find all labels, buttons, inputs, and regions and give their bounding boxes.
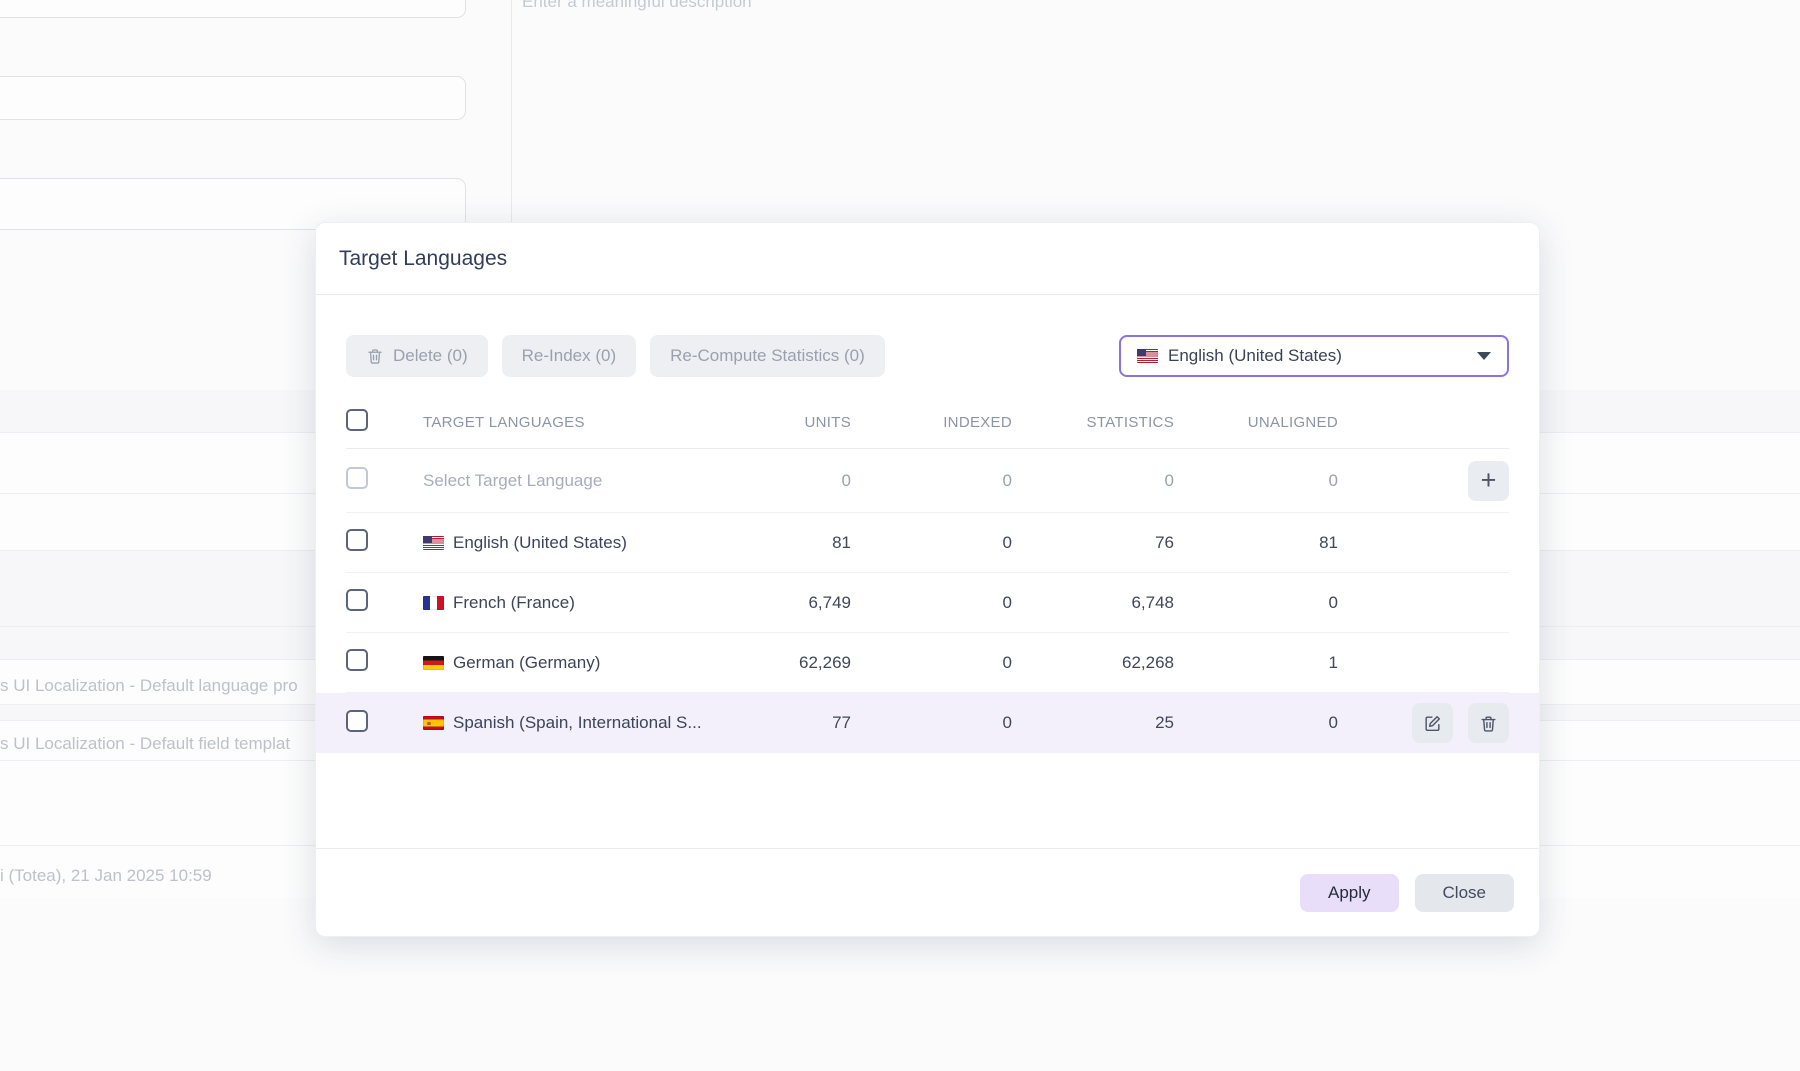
edit-icon xyxy=(1425,715,1441,731)
indexed-value: 0 xyxy=(1002,713,1012,732)
unaligned-value: 0 xyxy=(1328,713,1338,732)
chevron-down-icon xyxy=(1477,352,1491,360)
trash-icon xyxy=(1481,715,1496,732)
recompute-statistics-button[interactable]: Re-Compute Statistics (0) xyxy=(650,335,885,377)
background-input-field xyxy=(0,0,466,18)
add-language-button[interactable]: + xyxy=(1468,460,1509,501)
unaligned-value: 1 xyxy=(1328,652,1338,672)
dialog-body: Delete (0) Re-Index (0) Re-Compute Stati… xyxy=(316,295,1539,848)
select-target-language-placeholder[interactable]: Select Target Language xyxy=(423,470,603,490)
delete-row-button[interactable] xyxy=(1468,703,1509,743)
statistics-value: 0 xyxy=(1164,470,1174,490)
statistics-value: 62,268 xyxy=(1122,652,1174,672)
dialog-header: Target Languages xyxy=(316,223,1539,295)
edit-row-button[interactable] xyxy=(1412,703,1453,743)
language-dropdown[interactable]: English (United States) xyxy=(1119,335,1509,377)
close-button[interactable]: Close xyxy=(1414,873,1514,912)
table-header-row: TARGET LANGUAGES UNITS INDEXED STATISTIC… xyxy=(346,397,1509,449)
recompute-statistics-button-label: Re-Compute Statistics (0) xyxy=(670,346,865,365)
units-value: 81 xyxy=(832,532,851,552)
unaligned-value: 0 xyxy=(1328,470,1338,490)
background-list-item: s UI Localization - Default field templa… xyxy=(0,734,291,753)
table-row-english: English (United States) 81 0 76 81 xyxy=(346,513,1509,573)
statistics-value: 25 xyxy=(1155,713,1174,732)
row-checkbox[interactable] xyxy=(346,649,368,671)
row-checkbox xyxy=(346,467,368,489)
dialog-title: Target Languages xyxy=(339,246,508,270)
indexed-value: 0 xyxy=(1002,532,1012,552)
unaligned-value: 0 xyxy=(1328,592,1338,612)
indexed-value: 0 xyxy=(1002,592,1012,612)
units-value: 0 xyxy=(841,470,851,490)
row-checkbox[interactable] xyxy=(346,589,368,611)
dialog-footer: Apply Close xyxy=(316,848,1539,936)
language-dropdown-value: English (United States) xyxy=(1168,346,1342,365)
unaligned-value: 81 xyxy=(1319,532,1338,552)
reindex-button[interactable]: Re-Index (0) xyxy=(501,335,637,377)
background-timestamp: i (Totea), 21 Jan 2025 10:59 xyxy=(0,866,212,885)
trash-icon xyxy=(368,349,382,364)
reindex-button-label: Re-Index (0) xyxy=(521,346,617,365)
column-header-units: UNITS xyxy=(804,414,851,431)
delete-button[interactable]: Delete (0) xyxy=(346,335,488,377)
flag-france-icon xyxy=(423,595,444,610)
column-header-unaligned: UNALIGNED xyxy=(1247,414,1338,431)
add-language-row: Select Target Language 0 0 0 0 + xyxy=(346,449,1509,513)
target-languages-table: TARGET LANGUAGES UNITS INDEXED STATISTIC… xyxy=(316,397,1539,753)
column-header-statistics: STATISTICS xyxy=(1086,414,1174,431)
column-header-target-languages: TARGET LANGUAGES xyxy=(423,414,585,431)
background-list-item: s UI Localization - Default language pro xyxy=(0,676,298,695)
row-checkbox[interactable] xyxy=(346,529,368,551)
language-name: Spanish (Spain, International S... xyxy=(453,713,702,732)
statistics-value: 76 xyxy=(1155,532,1174,552)
flag-germany-icon xyxy=(423,655,444,670)
row-checkbox[interactable] xyxy=(346,709,368,732)
indexed-value: 0 xyxy=(1002,652,1012,672)
background-input-field xyxy=(0,76,466,120)
units-value: 6,749 xyxy=(808,592,851,612)
flag-us-icon xyxy=(423,535,444,550)
apply-button[interactable]: Apply xyxy=(1300,873,1399,912)
plus-icon: + xyxy=(1480,465,1497,495)
column-header-indexed: INDEXED xyxy=(943,414,1012,431)
language-name: English (United States) xyxy=(453,532,627,552)
table-row-french: French (France) 6,749 0 6,748 0 xyxy=(346,573,1509,633)
language-name: French (France) xyxy=(453,592,575,612)
table-row-spanish: Spanish (Spain, International S... 77 0 … xyxy=(316,693,1539,753)
description-placeholder: Enter a meaningful description xyxy=(522,0,752,11)
flag-spain-icon xyxy=(423,716,444,730)
select-all-checkbox[interactable] xyxy=(346,409,368,431)
statistics-value: 6,748 xyxy=(1131,592,1174,612)
flag-us-icon xyxy=(1137,349,1158,363)
table-row-german: German (Germany) 62,269 0 62,268 1 xyxy=(346,633,1509,693)
language-name: German (Germany) xyxy=(453,652,601,672)
toolbar: Delete (0) Re-Index (0) Re-Compute Stati… xyxy=(346,335,1509,377)
delete-button-label: Delete (0) xyxy=(393,346,468,365)
units-value: 62,269 xyxy=(799,652,851,672)
units-value: 77 xyxy=(832,713,851,732)
indexed-value: 0 xyxy=(1002,470,1012,490)
target-languages-dialog: Target Languages Delete (0) Re-Index (0)… xyxy=(315,222,1540,937)
background-divider xyxy=(511,0,512,232)
background-input-field xyxy=(0,178,466,230)
